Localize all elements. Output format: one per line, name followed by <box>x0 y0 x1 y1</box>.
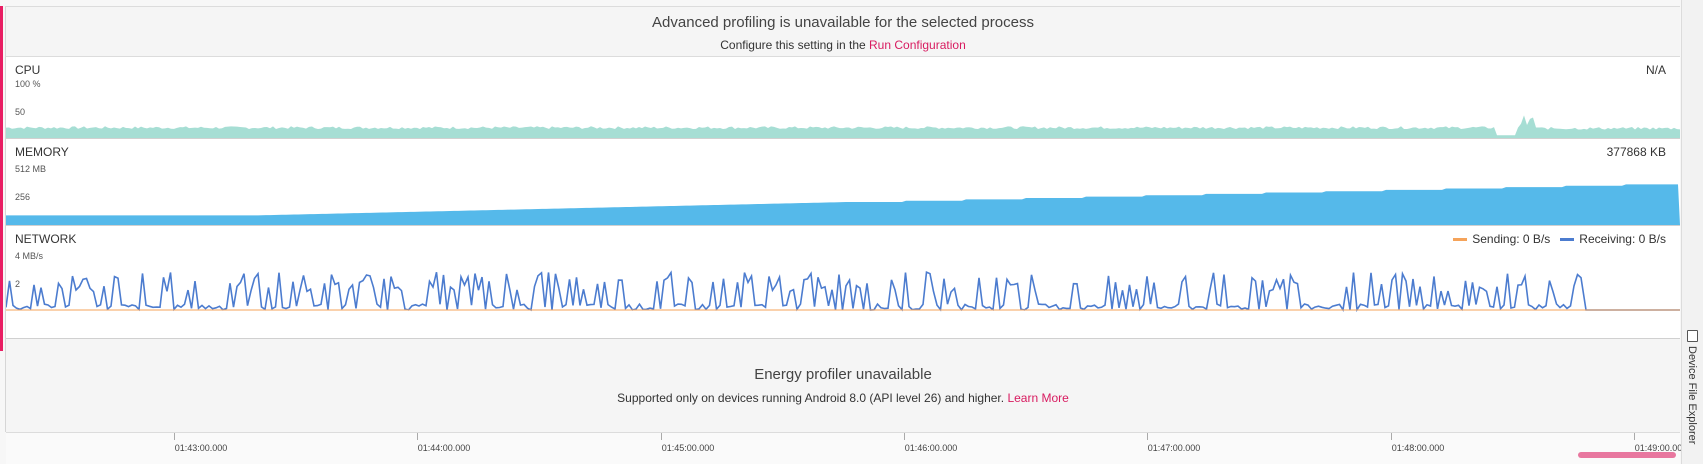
receiving-label: Receiving: 0 B/s <box>1579 232 1666 246</box>
memory-usage-area <box>6 184 1680 225</box>
receiving-swatch <box>1560 237 1575 241</box>
legend-sending: Sending: 0 B/s <box>1453 232 1550 246</box>
learn-more-link[interactable]: Learn More <box>1007 391 1069 405</box>
energy-title: Energy profiler unavailable <box>754 366 932 383</box>
top-divider <box>5 6 1680 7</box>
timeline-tick <box>1147 433 1148 440</box>
legend-receiving: Receiving: 0 B/s <box>1560 232 1666 246</box>
left-accent-bar <box>0 6 3 351</box>
sending-swatch <box>1453 237 1468 241</box>
timeline-scrollbar[interactable] <box>1578 452 1676 458</box>
advanced-profiling-banner: Advanced profiling is unavailable for th… <box>6 7 1680 57</box>
timeline-tick <box>904 433 905 440</box>
cpu-track[interactable]: CPU N/A 100 % 50 <box>6 57 1680 139</box>
network-tick-top: 4 MB/s <box>15 251 44 261</box>
memory-track[interactable]: MEMORY 377868 KB 512 MB 256 <box>6 139 1680 226</box>
timeline-label: 01:43:00.000 <box>174 443 228 453</box>
memory-tick-top: 512 MB <box>15 164 47 174</box>
network-track[interactable]: NETWORK 4 MB/s 2 Sending: 0 B/s Receivin… <box>6 226 1680 339</box>
network-legend: Sending: 0 B/s Receiving: 0 B/s <box>1453 232 1666 246</box>
cpu-tick-mid: 50 <box>15 107 26 117</box>
memory-value: 377868 KB <box>1606 145 1666 159</box>
energy-profiler-panel: Energy profiler unavailable Supported on… <box>6 339 1680 433</box>
folder-icon <box>1686 330 1698 342</box>
run-configuration-link[interactable]: Run Configuration <box>869 38 966 52</box>
energy-subtitle-text: Supported only on devices running Androi… <box>617 391 1005 405</box>
left-border <box>5 6 6 432</box>
timeline-label: 01:46:00.000 <box>904 443 958 453</box>
timeline-label: 01:48:00.000 <box>1391 443 1445 453</box>
cpu-usage-area <box>6 115 1680 138</box>
timeline-tick <box>661 433 662 440</box>
timeline-tick <box>1634 433 1635 440</box>
banner-subtitle-text: Configure this setting in the <box>720 38 866 52</box>
energy-subtitle: Supported only on devices running Androi… <box>6 391 1680 405</box>
device-file-explorer-tab[interactable]: Device File Explorer <box>1686 330 1698 444</box>
network-receiving-line <box>6 270 1680 313</box>
timeline-label: 01:45:00.000 <box>661 443 715 453</box>
timeline-tick <box>417 433 418 440</box>
timeline-tick <box>174 433 175 440</box>
timeline-label: 01:49:00.000 <box>1634 443 1688 453</box>
timeline-label: 01:47:00.000 <box>1147 443 1201 453</box>
cpu-tick-top: 100 % <box>15 79 41 89</box>
network-chart <box>6 270 1680 313</box>
memory-tick-mid: 256 <box>15 192 31 202</box>
side-tool-window-bar: Device File Explorer <box>1681 0 1703 464</box>
timeline-axis[interactable]: 01:43:00.000 01:44:00.000 01:45:00.000 01:4… <box>6 433 1687 464</box>
network-tick-mid: 2 <box>15 279 21 289</box>
sending-label: Sending: 0 B/s <box>1472 232 1551 246</box>
timeline-label: 01:44:00.000 <box>417 443 471 453</box>
timeline-tick <box>1391 433 1392 440</box>
memory-usage-chart <box>6 184 1680 225</box>
device-file-explorer-label: Device File Explorer <box>1686 346 1698 445</box>
banner-title: Advanced profiling is unavailable for th… <box>652 14 1034 31</box>
banner-subtitle: Configure this setting in the Run Config… <box>6 38 1680 52</box>
cpu-value: N/A <box>1645 63 1666 77</box>
memory-label: MEMORY <box>15 145 69 159</box>
cpu-label: CPU <box>15 63 41 77</box>
cpu-usage-chart <box>6 115 1680 138</box>
network-label: NETWORK <box>15 232 77 246</box>
